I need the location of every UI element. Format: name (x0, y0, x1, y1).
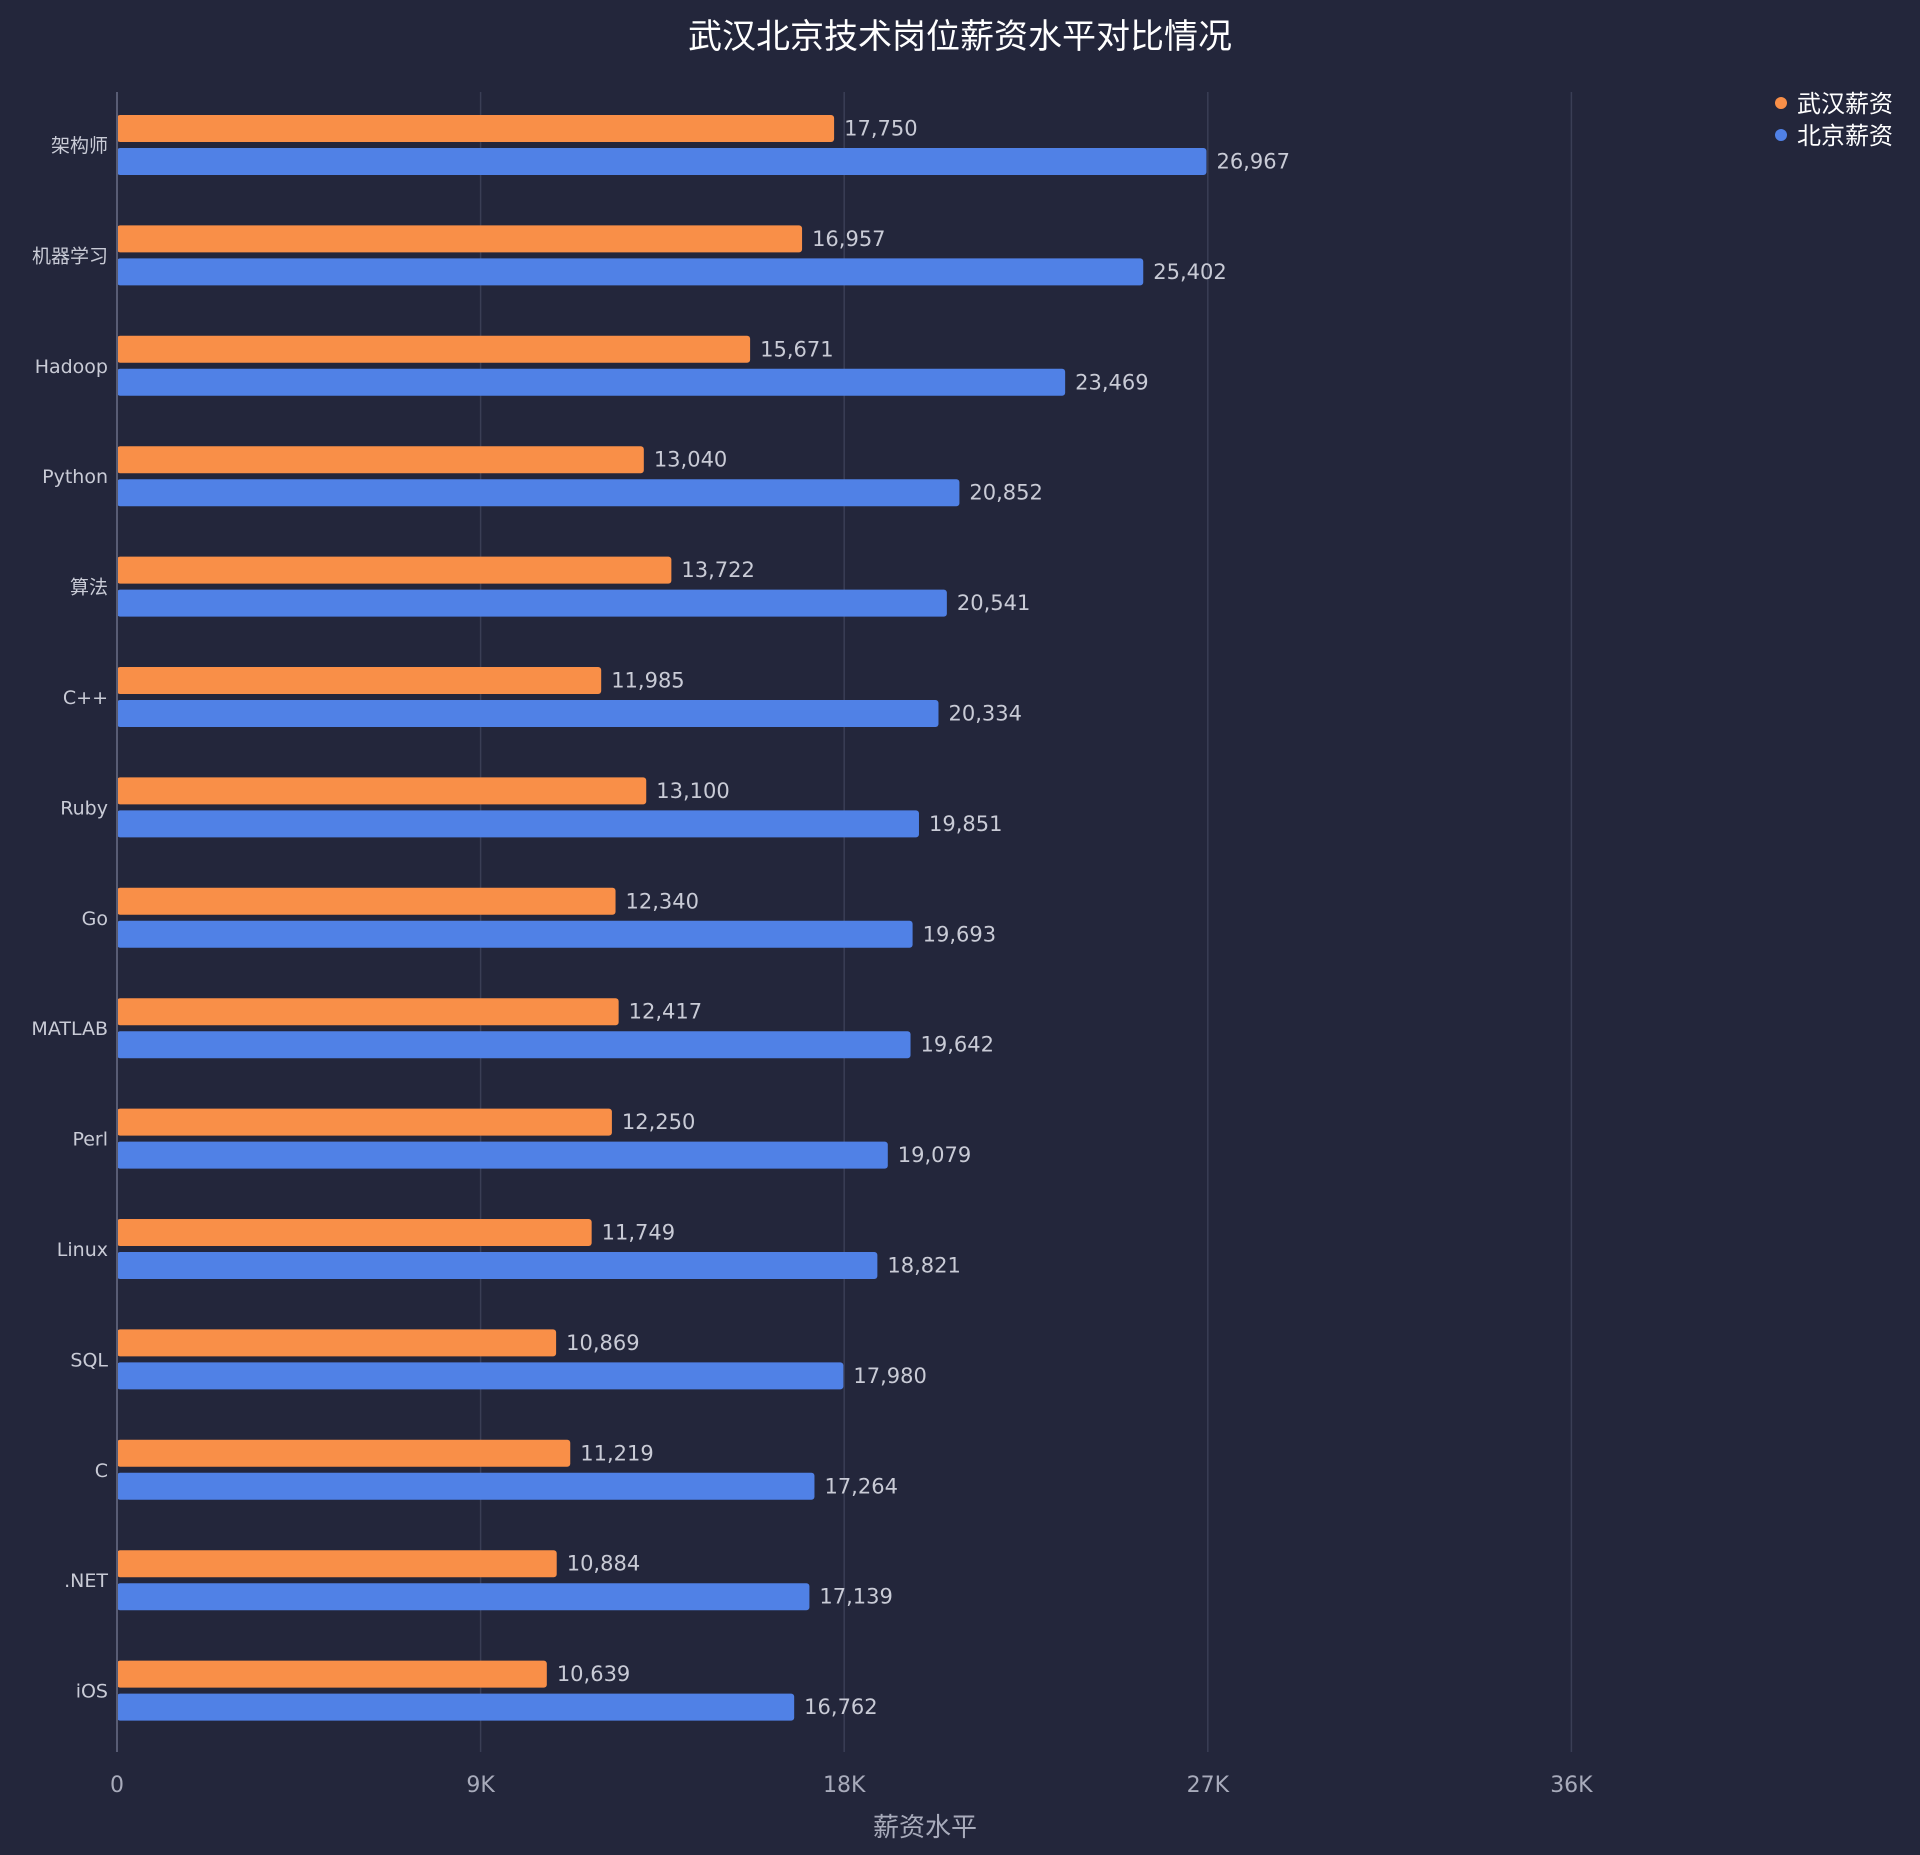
bar-beijing (117, 810, 919, 838)
data-label: 20,334 (948, 702, 1021, 726)
bar-wuhan (117, 887, 616, 915)
data-label: 15,671 (760, 337, 833, 361)
data-label: 26,967 (1216, 150, 1289, 174)
bar-beijing (117, 1583, 810, 1611)
bar-wuhan (117, 1550, 557, 1578)
bar-beijing (117, 479, 960, 507)
bar-beijing (117, 1141, 888, 1169)
bar-beijing (117, 589, 947, 617)
data-label: 17,264 (824, 1474, 897, 1498)
data-label: 13,040 (654, 448, 727, 472)
x-tick-label: 36K (1550, 1773, 1593, 1798)
category-label: iOS (76, 1681, 108, 1703)
bar-wuhan (117, 1329, 557, 1357)
bar-wuhan (117, 115, 835, 142)
bar-beijing (117, 258, 1144, 286)
x-tick-label: 27K (1187, 1773, 1230, 1798)
data-label: 19,851 (929, 812, 1002, 836)
category-label: Linux (57, 1239, 108, 1261)
data-label: 19,079 (898, 1143, 971, 1167)
bar-beijing (117, 1472, 815, 1500)
category-label: Go (82, 908, 108, 930)
data-label: 16,957 (812, 227, 885, 251)
bar-wuhan (117, 998, 619, 1026)
data-label: 13,100 (656, 779, 729, 803)
category-label: C++ (63, 687, 108, 709)
data-label: 20,852 (969, 481, 1042, 505)
data-label: 13,722 (681, 558, 754, 582)
category-label: Python (42, 466, 108, 488)
bar-beijing (117, 1252, 878, 1279)
data-label: 10,884 (567, 1552, 640, 1576)
bar-beijing (117, 1362, 844, 1390)
x-tick-label: 0 (110, 1773, 124, 1798)
data-label: 18,821 (887, 1254, 960, 1278)
category-label: Perl (72, 1129, 108, 1151)
data-label: 10,639 (557, 1662, 630, 1686)
axis-layer: 0 9K 18K 27K 36K (110, 92, 1593, 1798)
category-label: C (95, 1460, 108, 1482)
data-label: 25,402 (1153, 260, 1226, 284)
category-label: 机器学习 (32, 245, 108, 267)
bar-wuhan (117, 1108, 612, 1136)
category-label: SQL (70, 1349, 108, 1371)
bar-beijing (117, 1031, 911, 1059)
bar-wuhan (117, 556, 672, 584)
bar-wuhan (117, 225, 803, 253)
legend-label-wuhan[interactable]: 武汉薪资 (1797, 90, 1893, 118)
data-label: 17,139 (819, 1585, 892, 1609)
data-label: 10,869 (566, 1331, 639, 1355)
bar-wuhan (117, 667, 602, 694)
data-label: 12,340 (626, 889, 699, 913)
x-tick-label: 9K (466, 1773, 495, 1798)
data-label: 19,693 (923, 922, 996, 946)
bar-wuhan (117, 446, 644, 474)
x-axis-title: 薪资水平 (873, 1813, 977, 1843)
data-label: 12,417 (629, 1000, 702, 1024)
legend-marker-beijing (1775, 129, 1787, 141)
category-label: Hadoop (35, 356, 108, 378)
category-label: .NET (64, 1570, 108, 1592)
category-label: 架构师 (51, 135, 108, 157)
category-label: MATLAB (31, 1018, 108, 1040)
legend-marker-wuhan (1775, 97, 1787, 109)
data-label: 11,985 (611, 669, 684, 693)
bar-beijing (117, 148, 1207, 175)
chart-title: 武汉北京技术岗位薪资水平对比情况 (688, 17, 1232, 57)
bar-wuhan (117, 777, 647, 805)
bar-beijing (117, 700, 939, 727)
bars-layer (117, 115, 1207, 1721)
category-label: Ruby (60, 797, 108, 819)
category-label: 算法 (70, 577, 108, 599)
data-label: 11,219 (580, 1441, 653, 1465)
data-label: 17,980 (853, 1364, 926, 1388)
bar-wuhan (117, 1219, 592, 1246)
bar-beijing (117, 920, 913, 948)
bar-wuhan (117, 1660, 547, 1688)
data-label: 17,750 (844, 117, 917, 141)
bar-wuhan (117, 1439, 571, 1467)
data-label: 11,749 (602, 1221, 675, 1245)
x-tick-label: 18K (823, 1773, 866, 1798)
bar-wuhan (117, 335, 751, 363)
bar-beijing (117, 1693, 795, 1721)
data-label: 12,250 (622, 1110, 695, 1134)
legend-label-beijing[interactable]: 北京薪资 (1797, 122, 1893, 150)
data-label: 19,642 (921, 1033, 994, 1057)
labels-layer: 架构师 17,750 26,967 机器学习 16,957 25,402 Hadoop 15,… (31, 117, 1290, 1720)
data-label: 23,469 (1075, 370, 1148, 394)
data-label: 16,762 (804, 1695, 877, 1719)
bar-beijing (117, 368, 1066, 396)
data-label: 20,541 (957, 591, 1030, 615)
